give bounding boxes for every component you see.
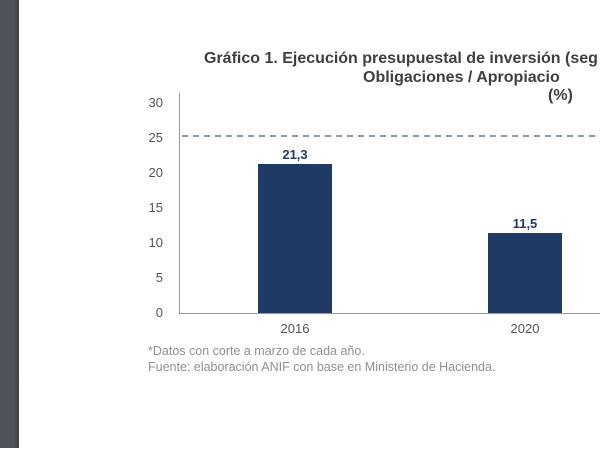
chart-footnote-source: Fuente: elaboración ANIF con base en Min…: [148, 360, 496, 374]
bar-2016: [258, 163, 332, 313]
x-axis-category-label: 2016: [280, 321, 310, 336]
bar-2020: [488, 232, 562, 313]
y-tick-label: 5: [155, 270, 163, 285]
bar-value-label: 11,5: [512, 215, 538, 231]
bar-value-label: 21,3: [282, 146, 308, 162]
chart-title-unit: (%): [548, 87, 573, 104]
y-tick-label: 15: [148, 200, 163, 215]
x-axis-category-label: 2020: [510, 321, 540, 336]
window-edge-strip: [0, 0, 19, 448]
y-tick-label: 10: [148, 235, 163, 250]
chart-footnote-note: *Datos con corte a marzo de cada año.: [148, 344, 365, 358]
y-tick-label: 25: [148, 130, 163, 145]
y-tick-label: 0: [155, 305, 163, 320]
y-tick-label: 20: [148, 165, 163, 180]
chart-title-line-1: Gráfico 1. Ejecución presupuestal de inv…: [204, 50, 598, 67]
y-tick-label: 30: [148, 95, 163, 110]
x-axis-line: [179, 313, 600, 314]
y-axis-line: [179, 93, 180, 313]
reference-dashed-line: [182, 134, 600, 137]
chart-title-line-2: Obligaciones / Apropiacio: [363, 69, 560, 86]
